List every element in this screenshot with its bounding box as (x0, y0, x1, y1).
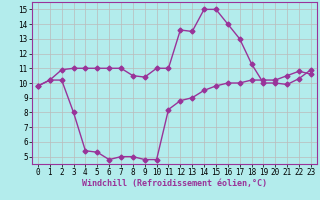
X-axis label: Windchill (Refroidissement éolien,°C): Windchill (Refroidissement éolien,°C) (82, 179, 267, 188)
